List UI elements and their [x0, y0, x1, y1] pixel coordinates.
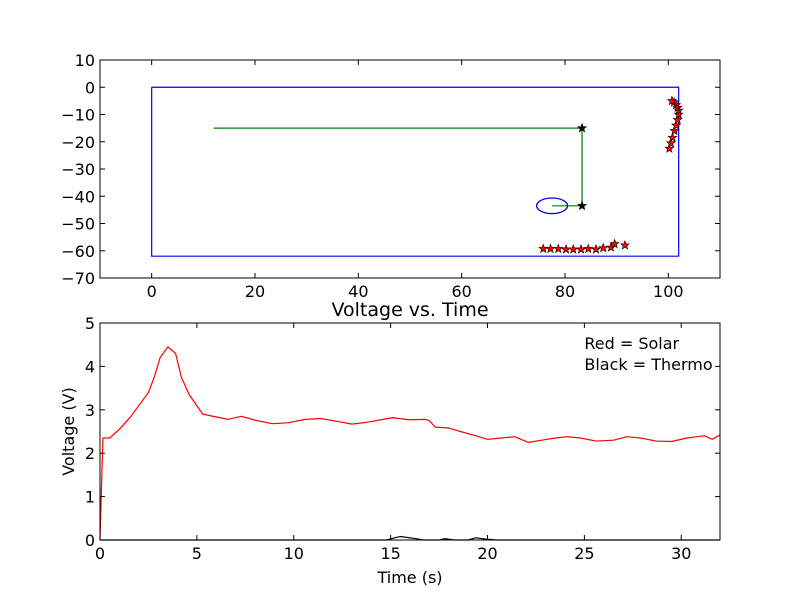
red-star-point [666, 95, 678, 106]
map-plot-y-tick-label: 0 [85, 78, 95, 97]
map-plot-y-tick-label: −70 [61, 269, 95, 288]
solar-voltage-line [99, 346, 721, 541]
red-star-point [609, 238, 620, 249]
map-plot-x-tick-label: 100 [653, 282, 684, 301]
voltage-plot-x-tick-label: 15 [380, 544, 400, 563]
map-plot-x-tick-label: 40 [348, 282, 368, 301]
boundary-rectangle [151, 86, 680, 257]
voltage-plot-y-tick-label: 5 [85, 314, 95, 333]
voltage-plot-y-tick-label: 1 [85, 488, 95, 507]
voltage-plot-y-tick-label: 4 [85, 357, 95, 376]
voltage-plot-title: Voltage vs. Time [331, 299, 488, 321]
voltage-plot-x-tick-label: 30 [671, 544, 691, 563]
path-star-marker [576, 122, 588, 133]
map-plot-x-tick-label: 80 [555, 282, 575, 301]
voltage-plot-x-tick-label: 0 [95, 544, 105, 563]
map-plot-y-tick-label: −30 [61, 160, 95, 179]
map-plot-y-tick-label: 10 [75, 51, 95, 70]
voltage-plot-data [99, 346, 721, 541]
map-plot-y-tick-label: −10 [61, 106, 95, 125]
map-plot-x-tick-label: 20 [245, 282, 265, 301]
voltage-plot-x-tick-label: 20 [477, 544, 497, 563]
red-star-point [670, 120, 682, 130]
red-star-point [619, 239, 631, 250]
red-star-point [667, 132, 678, 142]
red-star-point [673, 109, 684, 119]
red-star-point [590, 244, 602, 254]
red-star-point [553, 243, 564, 254]
map-plot-x-tick-label: 60 [451, 282, 471, 301]
x-axis-label: Time (s) [376, 568, 442, 587]
legend-annotation-solar: Red = Solar [584, 334, 679, 353]
y-axis-label: Voltage (V) [59, 387, 78, 476]
thermo-voltage-line [100, 535, 720, 541]
path-star-marker [576, 200, 588, 211]
voltage-plot-ticks: 0 5 10 15 20 25 30 0 1 2 3 4 5 [85, 314, 720, 563]
red-star-point [664, 143, 675, 153]
voltage-plot-x-tick-label: 10 [284, 544, 304, 563]
voltage-plot-y-tick-label: 3 [85, 401, 95, 420]
map-plot-y-tick-label: −50 [61, 215, 95, 234]
map-plot-y-tick-label: −20 [61, 133, 95, 152]
red-star-point [672, 114, 683, 125]
legend-annotation-thermo: Black = Thermo [584, 355, 712, 374]
voltage-plot: Voltage vs. Time 0 5 10 15 20 25 30 0 1 2 3 4 5 Time… [59, 299, 721, 587]
map-plot-y-tick-label: −40 [61, 187, 95, 206]
red-star-point [583, 243, 594, 254]
map-plot-data [151, 86, 684, 257]
map-plot-x-tick-label: 0 [147, 282, 157, 301]
map-plot-y-tick-label: −60 [61, 242, 95, 261]
voltage-plot-x-tick-label: 5 [192, 544, 202, 563]
ellipse-marker [535, 197, 569, 215]
red-star-point [665, 137, 677, 148]
voltage-plot-y-tick-label: 0 [85, 531, 95, 550]
red-star-point [598, 242, 609, 253]
voltage-plot-x-tick-label: 25 [574, 544, 594, 563]
red-star-point [669, 125, 680, 136]
voltage-plot-y-tick-label: 2 [85, 444, 95, 463]
voltage-plot-frame [99, 322, 721, 541]
